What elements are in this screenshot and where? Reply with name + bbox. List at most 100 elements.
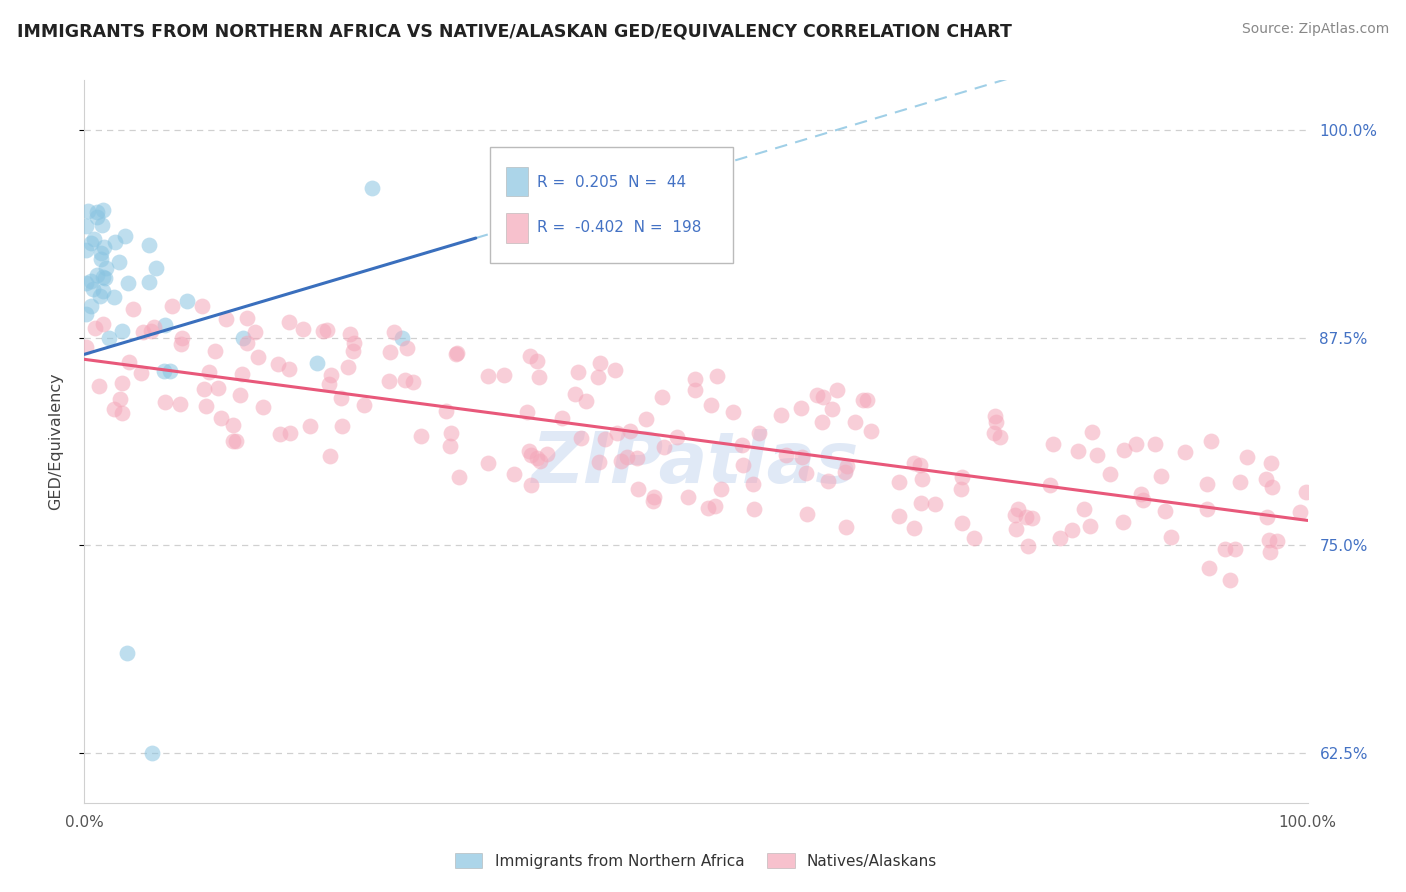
Point: [160, 300, 183, 314]
Point: [138, 275, 160, 289]
Point: [80, 236, 103, 251]
Point: [588, 455, 610, 469]
Point: [696, 500, 718, 515]
Point: [94, 261, 117, 276]
Point: [520, 449, 543, 463]
Point: [683, 372, 706, 386]
Point: [117, 276, 139, 290]
Point: [176, 293, 198, 308]
Point: [1021, 510, 1043, 524]
Point: [1160, 530, 1182, 544]
Point: [94, 270, 117, 285]
Point: [111, 406, 134, 420]
Text: R =  0.205  N =  44: R = 0.205 N = 44: [537, 175, 686, 189]
Point: [1256, 510, 1278, 524]
Point: [643, 490, 665, 504]
Point: [93, 240, 115, 254]
Point: [330, 391, 353, 405]
Point: [246, 351, 269, 365]
Point: [1099, 467, 1122, 481]
Point: [536, 447, 558, 461]
Point: [299, 419, 322, 434]
Point: [235, 311, 257, 326]
Point: [111, 376, 134, 391]
Point: [1015, 510, 1038, 524]
Point: [710, 482, 733, 496]
Point: [988, 430, 1011, 444]
Point: [444, 346, 467, 360]
Point: [439, 439, 461, 453]
Point: [86, 205, 108, 219]
Point: [911, 472, 934, 486]
Point: [1004, 522, 1026, 536]
Point: [1125, 437, 1147, 451]
Point: [903, 457, 925, 471]
Y-axis label: GED/Equivalency: GED/Equivalency: [49, 373, 63, 510]
Point: [382, 325, 405, 339]
Point: [214, 311, 236, 326]
Point: [336, 359, 359, 374]
Point: [316, 323, 339, 337]
Point: [1111, 516, 1133, 530]
Point: [502, 467, 524, 482]
Point: [79, 300, 101, 314]
Point: [551, 411, 574, 425]
Point: [887, 509, 910, 524]
Point: [564, 386, 586, 401]
Point: [704, 499, 727, 513]
Point: [142, 319, 165, 334]
Point: [225, 434, 247, 448]
Point: [402, 375, 425, 389]
Point: [434, 403, 457, 417]
Point: [131, 325, 153, 339]
Point: [1236, 450, 1258, 464]
Point: [1004, 508, 1026, 522]
Point: [82, 281, 104, 295]
Point: [844, 415, 866, 429]
Point: [1260, 456, 1282, 470]
Point: [153, 318, 176, 333]
Point: [252, 400, 274, 414]
Point: [790, 401, 813, 415]
Point: [1289, 505, 1312, 519]
Point: [76, 219, 98, 234]
Point: [84, 321, 107, 335]
Point: [520, 477, 543, 491]
Point: [330, 419, 353, 434]
Point: [91, 317, 114, 331]
Point: [1197, 476, 1219, 491]
Point: [855, 393, 877, 408]
Point: [569, 431, 592, 445]
Point: [834, 465, 856, 479]
Point: [104, 235, 127, 249]
Point: [950, 516, 973, 530]
Text: ZIPatlas: ZIPatlas: [533, 429, 859, 498]
Point: [1261, 480, 1284, 494]
Point: [353, 398, 375, 412]
Point: [153, 394, 176, 409]
Point: [222, 418, 245, 433]
Point: [440, 426, 463, 441]
Point: [90, 246, 112, 260]
Point: [87, 379, 110, 393]
Point: [477, 369, 499, 384]
Point: [700, 398, 723, 412]
Point: [194, 399, 217, 413]
Point: [138, 238, 160, 252]
Point: [83, 232, 105, 246]
Point: [852, 393, 875, 408]
Point: [1198, 560, 1220, 574]
Point: [131, 366, 153, 380]
Point: [811, 390, 834, 404]
Point: [1132, 492, 1154, 507]
Point: [651, 391, 673, 405]
Point: [1258, 545, 1281, 559]
Point: [811, 415, 834, 429]
Point: [1081, 425, 1104, 440]
Point: [378, 374, 401, 388]
Point: [963, 531, 986, 545]
Point: [1265, 534, 1288, 549]
Point: [626, 451, 648, 466]
Point: [1073, 502, 1095, 516]
Point: [98, 330, 121, 344]
